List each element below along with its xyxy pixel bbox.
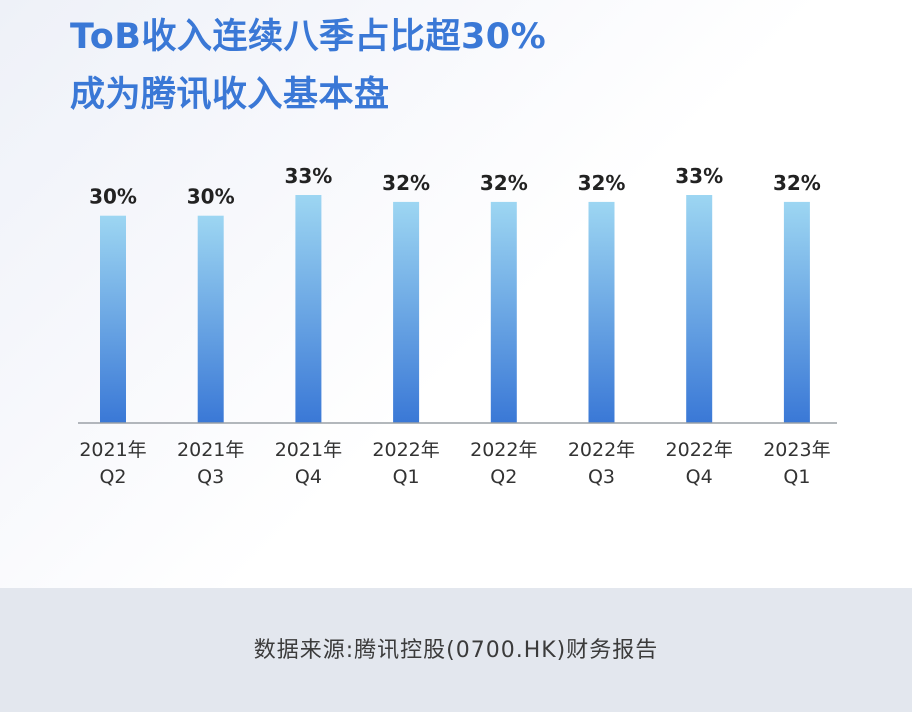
bar-1 <box>197 215 224 423</box>
value-label-4: 32% <box>480 171 528 195</box>
tick-label-6-0: 2022年 <box>666 439 733 461</box>
tick-label-4-0: 2022年 <box>470 439 537 461</box>
tick-label-4-1: Q2 <box>490 466 517 488</box>
chart-title: ToB收入连续八季占比超30% <box>70 17 547 57</box>
chart-panel <box>0 0 912 588</box>
tick-label-2-1: Q4 <box>295 466 322 488</box>
tick-label-1-1: Q3 <box>197 466 224 488</box>
value-label-0: 30% <box>89 185 137 209</box>
footer: 数据来源:腾讯控股(0700.HK)财务报告 <box>0 588 912 712</box>
tick-label-0-1: Q2 <box>99 466 126 488</box>
value-label-1: 30% <box>187 185 235 209</box>
tick-label-3-1: Q1 <box>393 466 420 488</box>
tick-label-6-1: Q4 <box>686 466 713 488</box>
value-label-3: 32% <box>382 171 430 195</box>
value-label-7: 32% <box>773 171 821 195</box>
value-label-6: 33% <box>675 164 723 188</box>
tick-label-3-0: 2022年 <box>372 439 439 461</box>
tick-label-5-0: 2022年 <box>568 439 635 461</box>
tick-label-0-0: 2021年 <box>79 439 146 461</box>
chart-subtitle: 成为腾讯收入基本盘 <box>70 75 390 115</box>
tick-label-5-1: Q3 <box>588 466 615 488</box>
tick-label-7-0: 2023年 <box>763 439 830 461</box>
data-source-note: 数据来源:腾讯控股(0700.HK)财务报告 <box>253 638 659 663</box>
bar-4 <box>490 201 517 423</box>
bar-2 <box>295 195 322 423</box>
bar-7 <box>783 201 810 423</box>
bar-5 <box>588 201 615 423</box>
bar-chart: 30% 30% 33% 32% 32% 32% 33% 32% 2021年 Q2 2021年 Q3 2… <box>78 164 837 488</box>
value-label-5: 32% <box>578 171 626 195</box>
tick-label-2-0: 2021年 <box>275 439 342 461</box>
value-label-2: 33% <box>284 164 332 188</box>
bar-6 <box>686 195 713 423</box>
bar-3 <box>393 201 420 423</box>
bar-0 <box>100 215 126 423</box>
tick-label-7-1: Q1 <box>783 466 810 488</box>
tick-label-1-0: 2021年 <box>177 439 244 461</box>
